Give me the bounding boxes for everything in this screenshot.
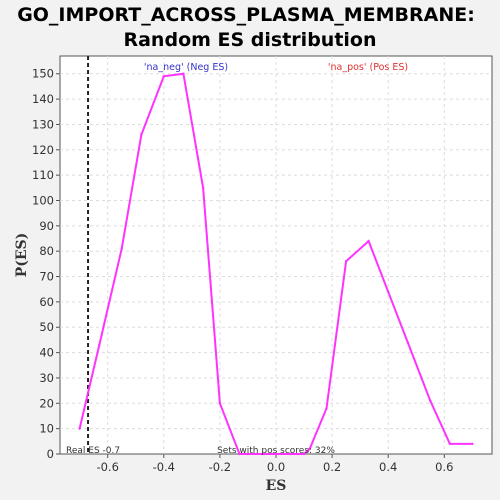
series-point (98, 343, 101, 347)
series-point (140, 133, 143, 136)
y-tick-label: 60 (39, 295, 54, 309)
series-point (288, 452, 292, 456)
series-point (246, 452, 250, 456)
series-point (406, 341, 410, 344)
series-point (471, 442, 474, 446)
chart-title-line1: GO_IMPORT_ACROSS_PLASMA_MEMBRANE: (17, 4, 475, 26)
pos-es-label: 'na_pos' (Pos ES) (328, 62, 408, 73)
y-tick-label: 150 (32, 67, 54, 81)
series-point (78, 427, 81, 430)
y-axis-label: P(ES) (14, 233, 30, 278)
real-es-label: Real ES -0.7 (66, 446, 120, 456)
series-point (260, 452, 264, 456)
x-tick-label: 0.6 (435, 460, 453, 474)
grid (60, 56, 492, 454)
series-point (201, 186, 205, 190)
series-point (344, 260, 348, 263)
x-tick-label: -0.2 (209, 460, 231, 474)
series-point (162, 75, 165, 78)
y-tick-label: 100 (32, 193, 54, 207)
x-tick-label: -0.6 (96, 460, 118, 474)
series-point (274, 452, 278, 456)
y-tick-label: 0 (47, 447, 54, 461)
y-axis-ticks: 0 10 20 30 40 50 60 70 80 90 100 110 120 130 140 150 (32, 67, 60, 461)
x-axis-label: ES (266, 478, 287, 494)
series-point (120, 247, 123, 250)
x-tick-label: -0.4 (153, 460, 175, 474)
y-tick-label: 140 (32, 92, 54, 106)
series-point (238, 452, 241, 456)
series-point (308, 447, 311, 451)
series-point (325, 407, 328, 410)
y-tick-label: 10 (39, 422, 54, 436)
x-axis-ticks: -0.6 -0.4 -0.2 0.0 0.2 0.4 0.6 (96, 454, 453, 474)
y-tick-label: 30 (39, 371, 54, 385)
series-point (448, 442, 452, 446)
y-tick-label: 130 (32, 117, 54, 131)
chart-title-line2: Random ES distribution (123, 29, 376, 51)
series-point (387, 290, 390, 293)
x-tick-label: 0.0 (267, 460, 285, 474)
y-tick-label: 110 (32, 168, 54, 182)
x-tick-label: 0.2 (323, 460, 341, 474)
y-tick-label: 50 (39, 320, 54, 334)
series-point (302, 452, 306, 456)
pos-scores-label: Sets with pos scores: 32% (217, 446, 335, 456)
series-point (218, 402, 222, 405)
y-tick-label: 120 (32, 143, 54, 157)
y-tick-label: 40 (39, 346, 54, 360)
y-tick-label: 90 (39, 219, 54, 233)
y-tick-label: 70 (39, 270, 54, 284)
series-points (78, 72, 474, 456)
y-tick-label: 80 (39, 244, 54, 258)
neg-es-label: 'na_neg' (Neg ES) (144, 62, 228, 73)
series-point (367, 239, 370, 243)
y-tick-label: 20 (39, 396, 54, 410)
series-point (429, 399, 432, 402)
series-point (182, 72, 185, 75)
x-tick-label: 0.4 (379, 460, 397, 474)
